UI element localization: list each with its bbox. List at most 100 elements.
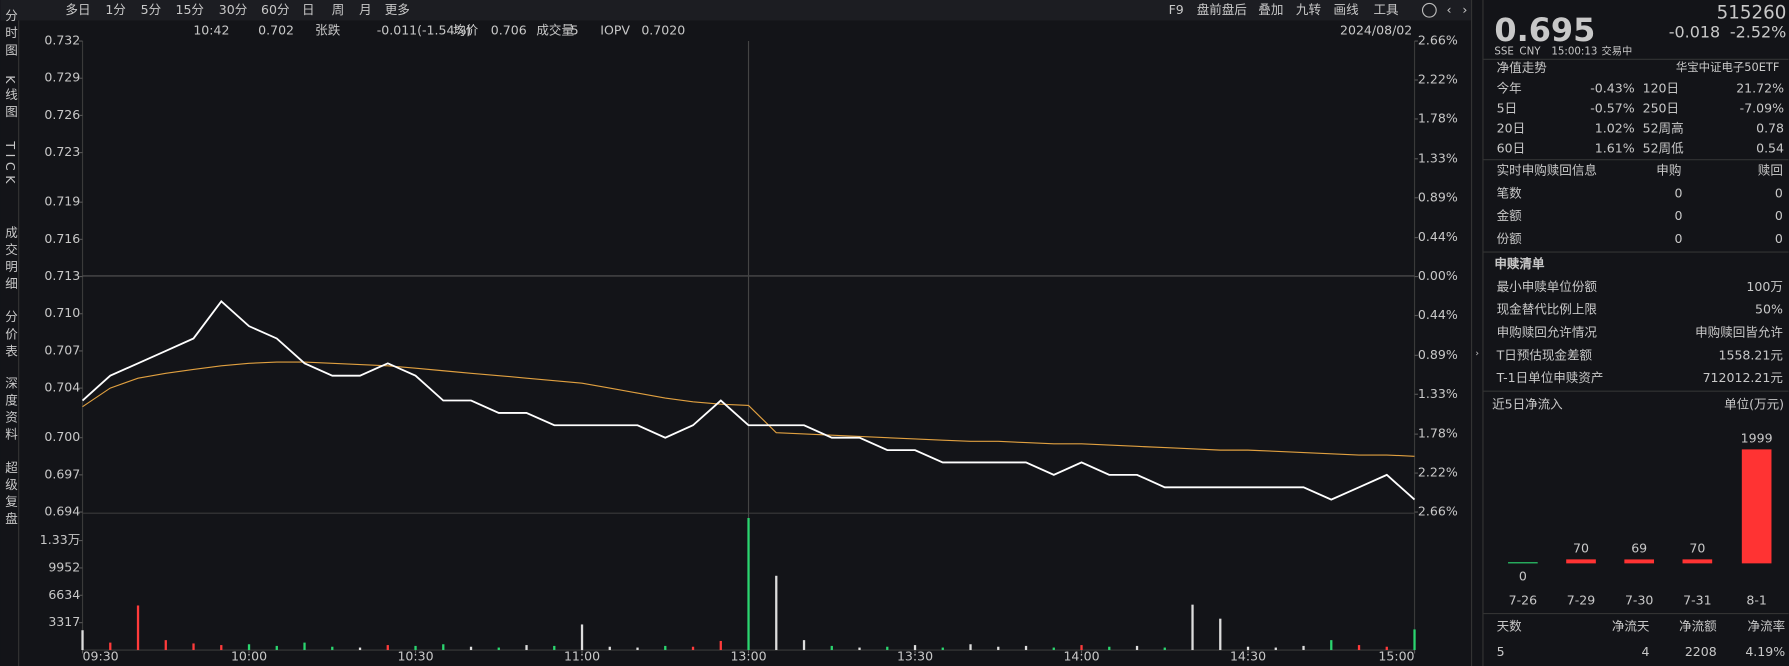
y-tick-label: 0.694 [44, 504, 80, 519]
y-tick-label: 0.726 [44, 107, 80, 122]
creation-label: T日预估现金差额 [1496, 347, 1593, 362]
volume-bar [192, 643, 195, 651]
collapse-arrow[interactable]: › [1475, 349, 1479, 359]
nav-label: 今年 [1497, 80, 1522, 95]
volume-bar [525, 645, 528, 651]
period-tab[interactable]: 30分 [219, 2, 248, 17]
vol-tick-label: 1.33万 [40, 532, 80, 547]
tool-button[interactable]: 九转 [1296, 2, 1321, 17]
nav-label: 250日 [1643, 100, 1679, 115]
volume-bar [109, 642, 112, 651]
y-tick-label: 0.723 [44, 144, 80, 159]
inflow-bar [1624, 559, 1655, 564]
inflow-value-label: 70 [1573, 541, 1589, 556]
quote-price: 0.695 [1494, 11, 1595, 49]
help-icon[interactable] [1421, 2, 1437, 18]
vol-tick-label: 3317 [48, 614, 80, 629]
volume-bar [1302, 645, 1305, 651]
inflow-value-label: 70 [1689, 541, 1705, 556]
volume-bar [1052, 647, 1055, 651]
volume-bar [1108, 646, 1111, 651]
period-tab[interactable]: 1分 [105, 2, 126, 17]
nav-value: 0.78 [1756, 120, 1784, 135]
arrow-right[interactable]: › [1462, 2, 1467, 17]
inflow-bar [1508, 562, 1538, 564]
tool-button[interactable]: 画线 [1334, 2, 1360, 17]
volume-bar [802, 640, 806, 651]
volume-bar [1413, 629, 1416, 651]
nav-value: 21.72% [1736, 80, 1784, 95]
info-volume: 5 [571, 22, 579, 37]
side-tab[interactable]: TICK [3, 140, 18, 188]
period-tab[interactable]: 15分 [175, 2, 204, 17]
period-tab[interactable]: 更多 [385, 2, 410, 17]
side-tab[interactable]: K线图 [3, 75, 18, 122]
y2-tick-label: 0.44% [1418, 307, 1458, 322]
volume-bar [164, 640, 167, 651]
volume-bar [608, 646, 611, 651]
volume-bar [830, 645, 833, 651]
side-tab[interactable]: 深度资料 [3, 376, 18, 444]
period-tab[interactable]: 60分 [261, 2, 290, 17]
nav-label: 20日 [1497, 120, 1525, 135]
creation-value: 712012.21元 [1703, 370, 1783, 385]
volume-bar [1080, 645, 1083, 651]
tool-button[interactable]: F9 [1169, 2, 1184, 17]
side-tab[interactable]: 分时图 [3, 9, 18, 60]
inflow-value-label: 1999 [1741, 431, 1773, 446]
volume-bar [1163, 647, 1166, 651]
summary-value: 5 [1497, 644, 1505, 659]
realtime-title: 实时申购赎回信息 [1497, 163, 1597, 178]
info-change: -0.011(-1.54%) [377, 22, 472, 37]
volume-bar [358, 647, 362, 651]
arrow-left[interactable]: ‹ [1446, 2, 1451, 17]
quote-change-pct: -2.52% [1730, 23, 1786, 42]
vol-tick-label: 9952 [48, 559, 80, 574]
volume-bar [442, 644, 445, 651]
realtime-value: 0 [1775, 208, 1783, 223]
tool-button[interactable]: 盘前盘后 [1197, 2, 1247, 17]
side-tab[interactable]: 超级复盘 [3, 461, 18, 529]
realtime-value: 0 [1675, 231, 1683, 246]
volume-bar [858, 647, 861, 651]
y2-tick-label: 0.00% [1418, 268, 1458, 283]
volume-bar [303, 642, 306, 651]
period-tab[interactable]: 日 [302, 2, 315, 17]
side-tab[interactable]: 分价表 [3, 310, 18, 361]
volume-bar [775, 575, 778, 651]
volume-bar [664, 645, 667, 651]
tool-button[interactable]: 叠加 [1258, 2, 1283, 17]
nav-value: -0.57% [1590, 100, 1634, 115]
x-tick-label: 13:30 [897, 648, 933, 663]
period-tab[interactable]: 周 [332, 2, 345, 17]
inflow-category: 8-1 [1746, 592, 1766, 607]
side-tab[interactable]: 成交明细 [3, 226, 18, 294]
y-tick-label: 0.716 [44, 231, 80, 246]
period-tab[interactable]: 月 [359, 2, 372, 17]
creation-title: 申赎清单 [1494, 256, 1545, 271]
x-tick-label: 10:30 [397, 648, 433, 663]
period-tab[interactable]: 5分 [141, 2, 162, 17]
volume-bar [247, 644, 251, 651]
y-tick-label: 0.697 [44, 466, 80, 481]
y2-tick-label: 1.78% [1418, 110, 1458, 125]
summary-header: 净流额 [1679, 619, 1717, 634]
y-tick-label: 0.719 [44, 194, 80, 209]
summary-value: 4.19% [1745, 644, 1785, 659]
nav-label: 52周低 [1643, 140, 1684, 155]
volume-bar [386, 645, 389, 651]
inflow-bar [1566, 559, 1596, 564]
period-tab[interactable]: 多日 [65, 2, 90, 17]
tool-button[interactable]: 工具 [1373, 2, 1399, 17]
realtime-value: 0 [1775, 231, 1783, 246]
quote-status: 交易中 [1602, 44, 1633, 57]
price-line [82, 361, 1415, 457]
creation-value: 100万 [1746, 279, 1782, 294]
volume-bar [747, 518, 750, 651]
realtime-label: 笔数 [1497, 185, 1523, 200]
volume-bar [1024, 645, 1028, 651]
volume-bar [969, 644, 972, 651]
y-tick-label: 0.707 [44, 342, 80, 357]
